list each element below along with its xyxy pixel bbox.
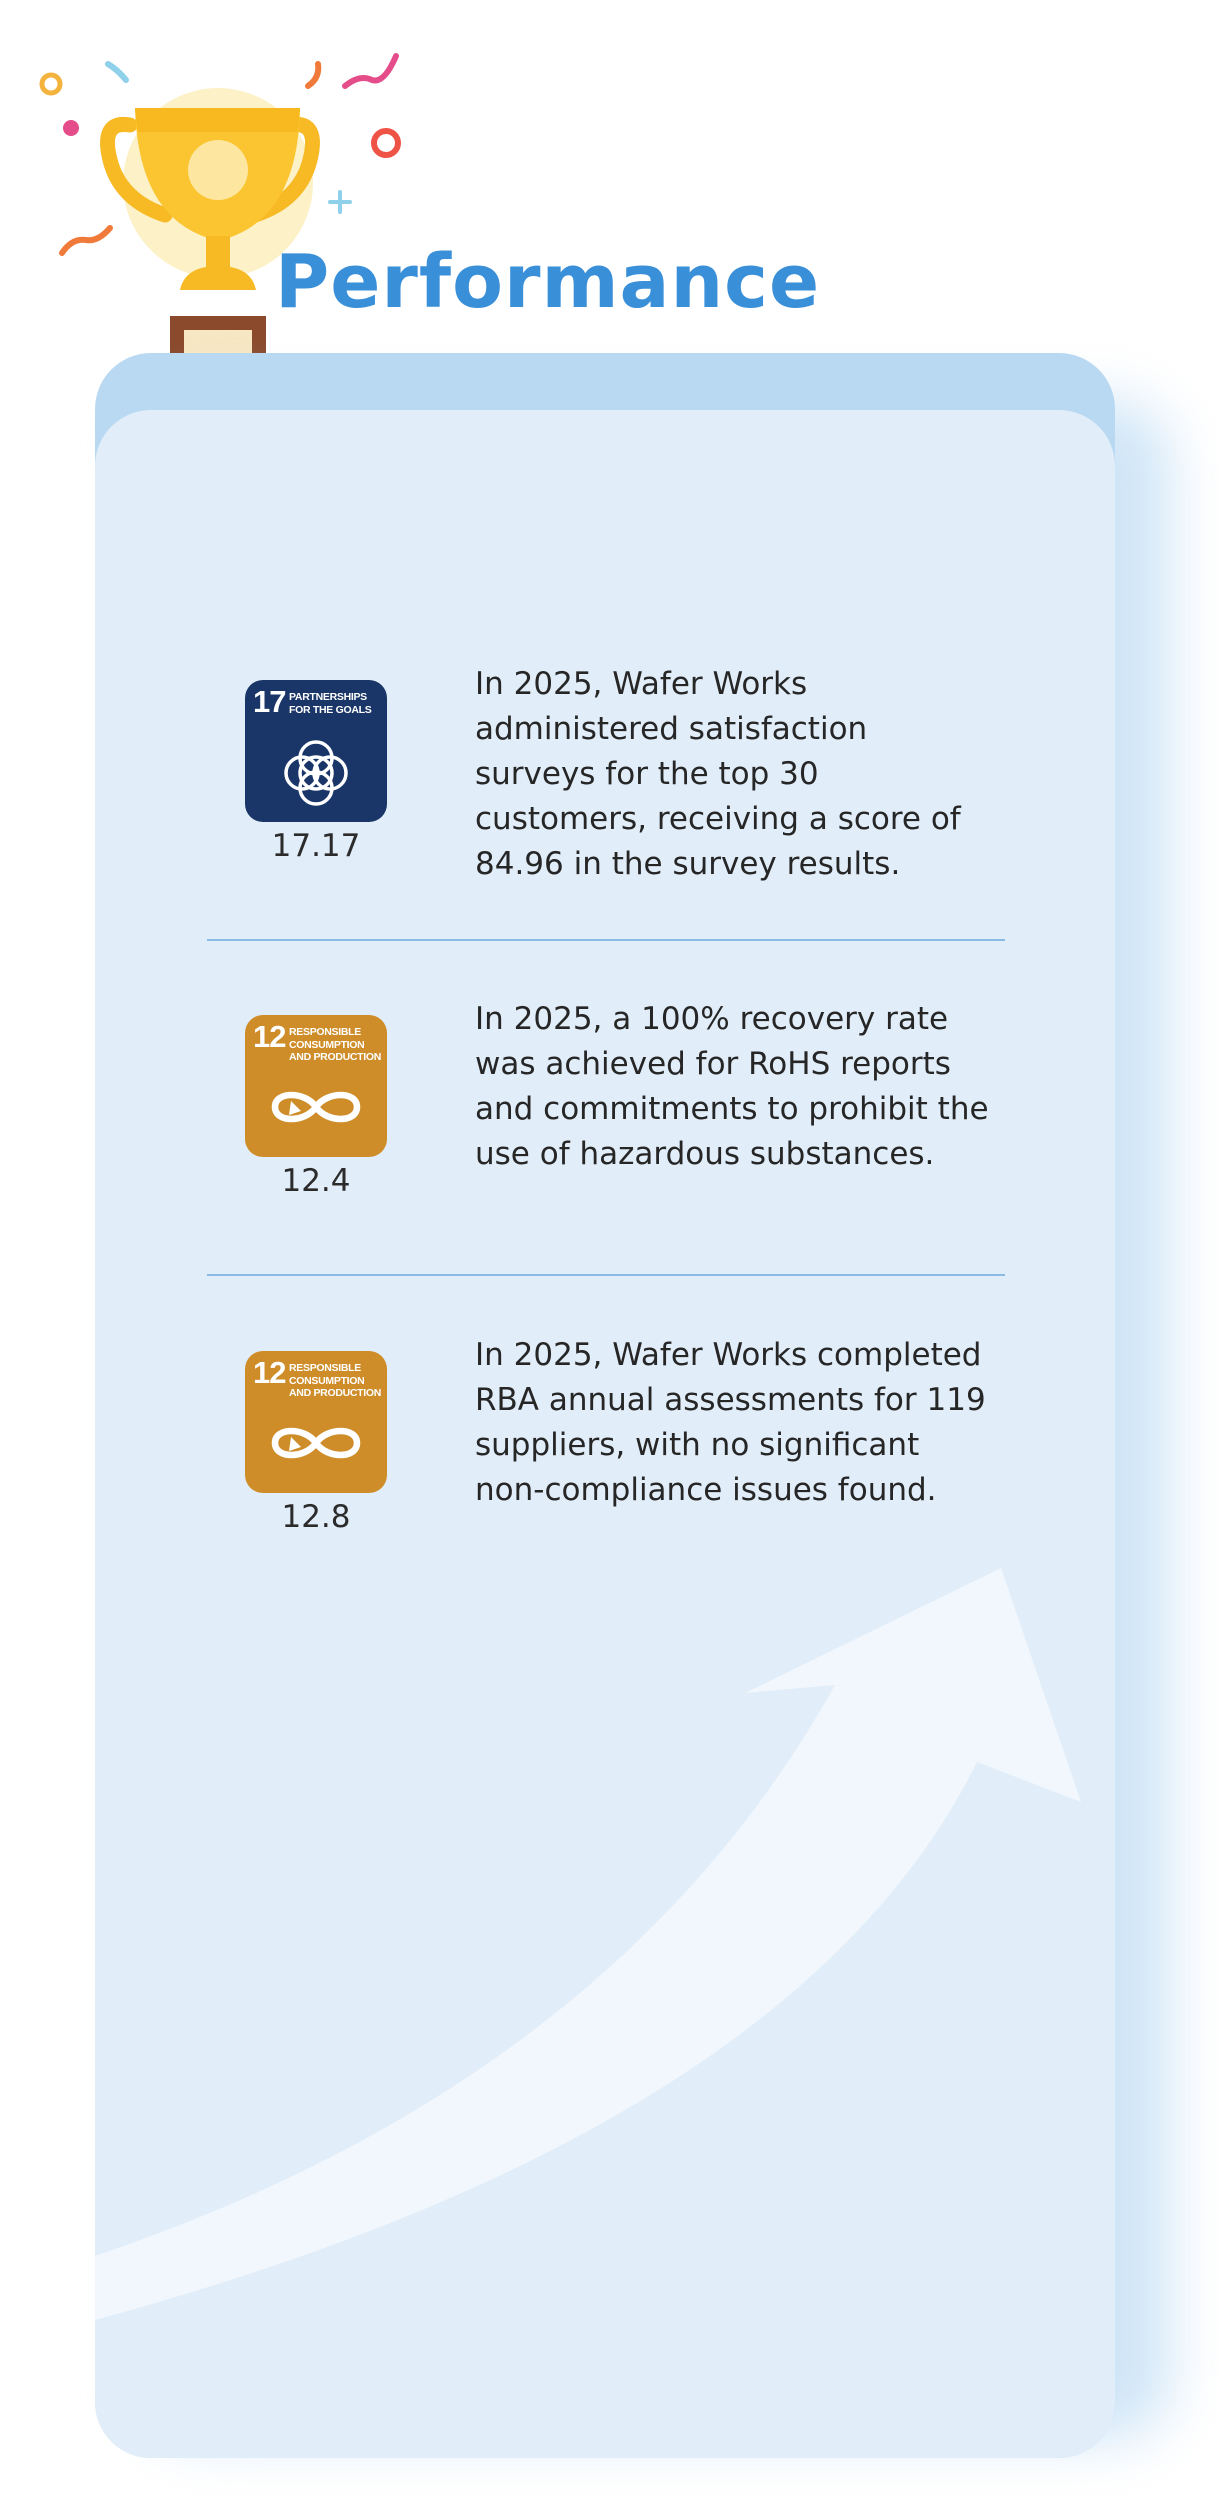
performance-description: In 2025, a 100% recovery rate was achiev…	[475, 1001, 989, 1172]
sdg-target-code: 12.8	[281, 1499, 351, 1535]
sdg-badge-group: 17 Partnerships for the goals 17.17	[245, 680, 387, 866]
list-item: 12 Responsible consumption and productio…	[95, 1337, 1115, 1591]
sdg-badge: 12 Responsible consumption and productio…	[245, 1351, 387, 1493]
infinity-arrow-icon	[271, 1091, 361, 1123]
sdg-label: Responsible consumption and production	[289, 1026, 382, 1063]
sdg-label: Responsible consumption and production	[289, 1362, 382, 1399]
sdg-badge: 12 Responsible consumption and productio…	[245, 1015, 387, 1157]
sdg-number: 17	[253, 684, 286, 719]
sdg-badge: 17 Partnerships for the goals	[245, 680, 387, 822]
sdg-number: 12	[253, 1019, 286, 1054]
sdg-target-code: 17.17	[271, 828, 361, 864]
interlinked-rings-icon	[284, 740, 348, 806]
performance-description: In 2025, Wafer Works administered satisf…	[475, 666, 961, 882]
sdg-target-code: 12.4	[281, 1163, 351, 1199]
sdg-badge-group: 12 Responsible consumption and productio…	[245, 1015, 387, 1201]
performance-description: In 2025, Wafer Works completed RBA annua…	[475, 1337, 986, 1508]
growth-arrow-icon	[95, 1568, 1081, 2320]
list-item: 12 Responsible consumption and productio…	[95, 1001, 1115, 1255]
list-item: 17 Partnerships for the goals 17.17 In 2…	[95, 666, 1115, 920]
sdg-label: Partnerships for the goals	[289, 691, 372, 716]
confetti-icon	[39, 53, 401, 256]
infinity-arrow-icon	[271, 1427, 361, 1459]
trophy-illustration	[39, 53, 401, 384]
sdg-number: 12	[253, 1355, 286, 1390]
divider	[207, 939, 1005, 941]
page-title: Performance	[275, 239, 821, 325]
divider	[207, 1274, 1005, 1276]
performance-card: 17 Partnerships for the goals 17.17 In 2…	[95, 410, 1115, 2458]
sdg-badge-group: 12 Responsible consumption and productio…	[245, 1351, 387, 1537]
